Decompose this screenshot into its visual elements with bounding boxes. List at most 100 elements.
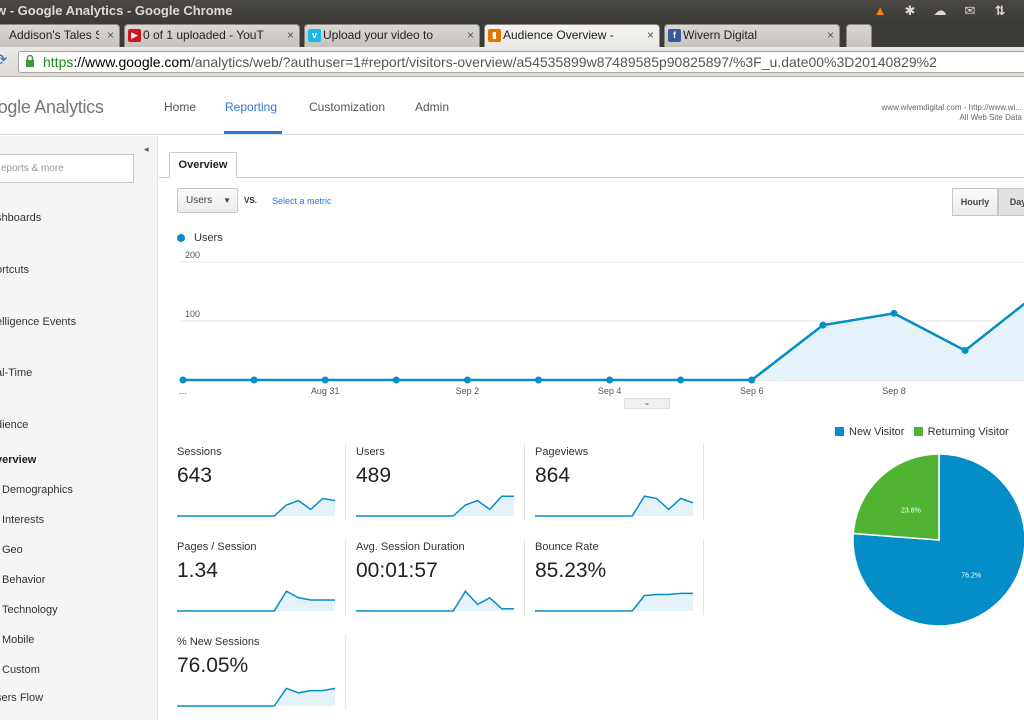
sparkline (177, 590, 335, 612)
sidebar-item-technology[interactable]: Technology (2, 604, 58, 616)
sidebar-item-dashboards[interactable]: shboards (0, 212, 42, 224)
sidebar-item-mobile[interactable]: Mobile (2, 634, 35, 646)
users-data-point[interactable] (748, 376, 756, 384)
lock-icon (26, 55, 34, 67)
close-tab-icon[interactable]: × (106, 28, 114, 42)
sidebar-item-shortcuts[interactable]: ortcuts (0, 264, 30, 276)
sparkline-line (356, 495, 514, 517)
close-tab-icon[interactable]: × (286, 28, 294, 42)
sparkline-area (177, 498, 335, 516)
address-bar[interactable]: https://www.google.com/analytics/web/?au… (18, 51, 1024, 73)
reload-icon[interactable]: ⟳ (0, 52, 8, 69)
scorecard-pageviews[interactable]: Pageviews 864 (535, 446, 705, 526)
collapse-sidebar-icon[interactable]: ◂ (144, 144, 149, 154)
users-data-point[interactable] (890, 309, 898, 317)
mail-icon[interactable]: ✉ (964, 3, 976, 18)
select-metric-link[interactable]: Select a metric (272, 196, 332, 206)
sparkline-line (535, 495, 694, 517)
scorecard-value: 00:01:57 (356, 559, 438, 582)
sidebar-item-real-time[interactable]: al-Time (0, 367, 33, 379)
hourly-button[interactable]: Hourly (952, 188, 998, 216)
sparkline-line (177, 590, 335, 612)
users-data-point[interactable] (961, 347, 969, 354)
scorecard-divider (703, 539, 704, 615)
sparkline-area (356, 496, 514, 516)
pie-slice-returning-visitor[interactable] (852, 453, 940, 541)
tab-label: Wivern Digital (683, 28, 758, 42)
users-area-fill (183, 304, 1024, 380)
users-legend-label: Users (194, 232, 223, 244)
y-tick-label: 200 (185, 250, 200, 260)
nav-reporting[interactable]: Reporting (225, 100, 278, 114)
scorecard-value: 864 (535, 464, 571, 487)
scorecard-users[interactable]: Users 489 (356, 446, 526, 526)
sparkline (535, 592, 693, 612)
users-data-point[interactable] (535, 376, 542, 384)
scorecard-bounce-rate[interactable]: Bounce Rate 85.23% (535, 541, 705, 621)
users-data-point[interactable] (677, 376, 685, 384)
users-data-point[interactable] (321, 376, 329, 384)
sidebar-item-audience[interactable]: dience (0, 419, 29, 431)
scorecard-value: 489 (356, 464, 392, 487)
users-data-point[interactable] (250, 376, 258, 384)
new-tab-button[interactable] (846, 24, 872, 47)
sparkline-line (177, 497, 336, 517)
sparkline-area (535, 496, 693, 516)
scorecard-value: 1.34 (177, 559, 218, 582)
account-selector[interactable]: www.wivemdigital.com - http://www.wi... … (882, 103, 1022, 123)
visitor-type-pie-chart[interactable]: 76.2% 23.8% (849, 452, 1024, 632)
scorecard-divider (524, 539, 525, 615)
users-data-point[interactable] (819, 321, 827, 329)
puzzle-icon[interactable]: ✱ (904, 3, 916, 18)
sidebar-search-input[interactable]: eports & more (0, 154, 134, 183)
sidebar-item-demographics[interactable]: Demographics (2, 484, 73, 496)
google-analytics-logo[interactable]: oogle Analytics (0, 97, 104, 117)
sparkline-area (356, 591, 514, 611)
x-tick-label: Sep 2 (456, 386, 480, 396)
tab-overview[interactable]: Overview (169, 152, 237, 178)
returning-visitor-swatch (913, 427, 923, 436)
scorecard-avg-session-duration[interactable]: Avg. Session Duration 00:01:57 (356, 541, 526, 621)
close-tab-icon[interactable]: × (826, 28, 834, 42)
analytics-favicon-icon: ▮ (488, 29, 501, 42)
users-data-point[interactable] (463, 376, 471, 384)
close-tab-icon[interactable]: × (646, 28, 654, 42)
day-button[interactable]: Day (998, 188, 1024, 216)
tab-youtube-upload[interactable]: ▶ 0 of 1 uploaded - YouT × (124, 24, 300, 47)
scorecard-new-sessions[interactable]: % New Sessions 76.05% (177, 636, 347, 716)
tab-label: Addison's Tales SI (9, 28, 99, 42)
nav-home[interactable]: Home (164, 100, 197, 114)
scorecard-pages-per-session[interactable]: Pages / Session 1.34 (177, 541, 347, 621)
network-icon[interactable]: ⇅ (994, 3, 1006, 18)
sparkline-line (356, 589, 514, 612)
sparkline-line (177, 687, 336, 707)
users-data-point[interactable] (179, 376, 187, 384)
sidebar-item-interests[interactable]: Interests (2, 514, 45, 526)
sidebar-item-intelligence-events[interactable]: elligence Events (0, 316, 77, 328)
sidebar-item-users-flow[interactable]: sers Flow (0, 692, 44, 704)
scorecard-label: Sessions (177, 446, 222, 458)
users-data-point[interactable] (392, 376, 400, 384)
scorecard-label: Pageviews (535, 446, 589, 458)
tab-audience-overview[interactable]: ▮ Audience Overview - × (484, 24, 660, 47)
nav-customization[interactable]: Customization (309, 100, 386, 114)
metric-dropdown[interactable]: Users ▼ (177, 188, 238, 213)
chart-resize-handle[interactable]: ⌄ (624, 398, 670, 409)
sidebar-item-behavior[interactable]: Behavior (2, 574, 46, 586)
close-tab-icon[interactable]: × (466, 28, 474, 42)
sparkline (535, 495, 694, 517)
tab-addisons-tales[interactable]: Addison's Tales SI × (0, 24, 120, 47)
sidebar-item-overview[interactable]: verview (0, 454, 37, 466)
users-data-point[interactable] (606, 376, 614, 384)
nav-admin[interactable]: Admin (415, 100, 450, 114)
browser-toolbar: ⟳ https://www.google.com/analytics/web/?… (0, 47, 1024, 77)
tab-wivern-digital[interactable]: f Wivern Digital × (664, 24, 840, 47)
sidebar-item-geo[interactable]: Geo (2, 544, 23, 556)
vlc-icon[interactable]: ▲ (873, 3, 887, 18)
scorecard-sessions[interactable]: Sessions 643 (177, 446, 347, 526)
sidebar-item-custom[interactable]: Custom (2, 664, 40, 676)
tab-vimeo-upload[interactable]: v Upload your video to × (304, 24, 480, 47)
cloud-icon[interactable]: ☁ (933, 3, 947, 18)
report-main: Overview Users ▼ VS. Select a metric Hou… (159, 136, 1024, 720)
